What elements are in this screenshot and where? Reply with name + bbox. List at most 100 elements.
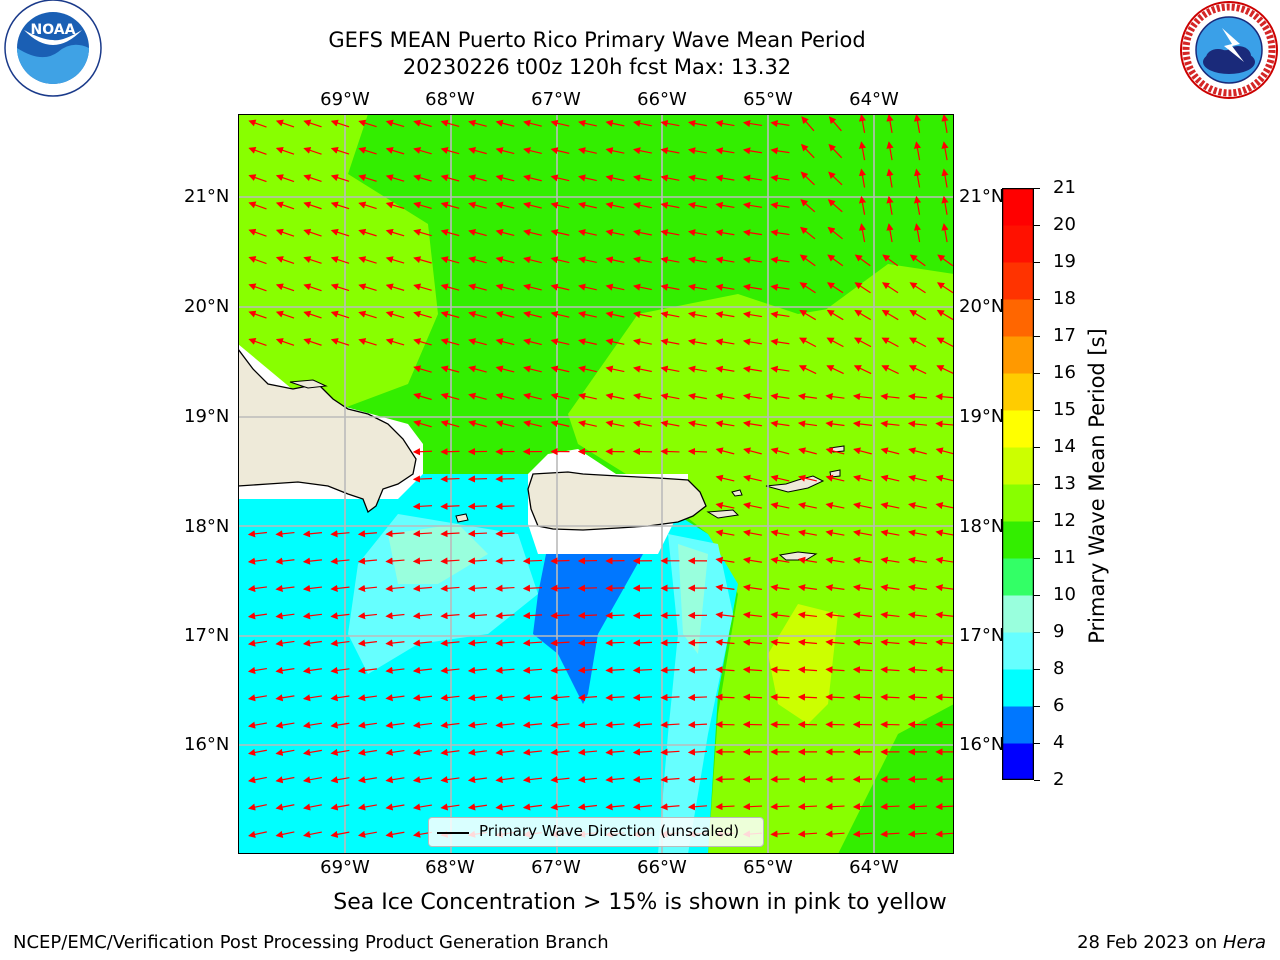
wave-direction-arrow	[687, 283, 707, 291]
wave-direction-arrow	[330, 201, 350, 210]
wave-direction-arrow	[941, 141, 949, 161]
wave-direction-arrow	[852, 420, 873, 428]
wave-direction-arrow	[941, 223, 949, 243]
wave-direction-arrow	[605, 119, 625, 127]
wave-direction-arrow	[495, 748, 515, 756]
wave-direction-arrow	[578, 338, 597, 346]
wave-direction-arrow	[357, 666, 378, 674]
wave-direction-arrow	[800, 199, 816, 213]
wave-direction-arrow	[633, 174, 652, 182]
map-legend: Primary Wave Direction (unscaled)	[428, 817, 764, 847]
colorbar-band	[1002, 595, 1034, 633]
wave-direction-arrow	[495, 557, 515, 565]
colorbar-band	[1002, 188, 1034, 226]
wave-direction-arrow	[935, 474, 954, 482]
wave-direction-arrow	[660, 392, 680, 400]
wave-direction-arrow	[605, 748, 625, 756]
wave-direction-arrow	[247, 530, 268, 538]
wave-direction-arrow	[825, 666, 845, 674]
colorbar-tick-mark	[1034, 595, 1040, 596]
wave-direction-arrow	[660, 174, 680, 182]
lon-label-top: 65°W	[743, 89, 793, 110]
wave-direction-arrow	[935, 584, 954, 592]
wave-direction-arrow	[687, 256, 707, 264]
wave-direction-arrow	[523, 201, 542, 209]
wave-direction-arrow	[858, 114, 867, 133]
period-band-13-14	[768, 604, 838, 724]
wave-direction-arrow	[605, 721, 625, 729]
wave-direction-arrow	[467, 530, 488, 538]
wave-direction-arrow	[858, 168, 867, 188]
wave-direction-arrow	[907, 393, 928, 401]
wave-direction-arrow	[523, 256, 542, 264]
wave-direction-arrow	[440, 694, 460, 702]
wave-direction-arrow	[275, 557, 295, 565]
wave-direction-arrow	[385, 310, 405, 319]
footer-date: 28 Feb 2023 on Hera	[1077, 932, 1266, 953]
wave-direction-arrow	[523, 420, 542, 428]
wave-direction-arrow	[858, 223, 867, 243]
wave-direction-arrow	[852, 638, 873, 647]
wave-direction-arrow	[522, 775, 543, 784]
wave-direction-arrow	[852, 529, 872, 537]
wave-direction-arrow	[550, 611, 570, 620]
wave-direction-arrow	[248, 174, 267, 183]
wave-direction-arrow	[770, 283, 790, 291]
wave-direction-arrow	[605, 229, 625, 237]
wave-direction-arrow	[468, 174, 487, 182]
wave-direction-arrow	[632, 666, 653, 674]
wave-direction-arrow	[941, 195, 949, 215]
period-band-9-10	[388, 524, 488, 584]
wave-direction-arrow	[357, 830, 377, 838]
wave-direction-arrow	[523, 228, 542, 236]
caption: Sea Ice Concentration > 15% is shown in …	[333, 890, 947, 915]
wave-direction-arrow	[247, 748, 267, 756]
wave-direction-arrow	[302, 612, 323, 620]
wave-direction-arrow	[632, 775, 653, 784]
land-virgin-islands	[765, 475, 825, 493]
wave-direction-arrow	[633, 310, 652, 319]
wave-direction-arrow	[522, 611, 543, 620]
wave-direction-arrow	[275, 338, 295, 346]
graticule	[238, 114, 954, 854]
wave-direction-arrow	[770, 420, 790, 428]
wave-direction-arrow	[550, 392, 570, 400]
lat-label-right: 17°N	[959, 625, 1005, 646]
wave-direction-arrow	[882, 254, 899, 267]
colorbar-tick-label: 13	[1053, 473, 1076, 494]
wave-direction-arrow	[495, 584, 515, 592]
wave-direction-arrow	[632, 693, 653, 702]
land-tortuga	[289, 379, 328, 389]
wave-direction-arrow	[467, 557, 488, 565]
wave-direction-arrow	[797, 584, 817, 592]
colorbar-tick-mark	[1034, 299, 1040, 300]
wave-direction-arrow	[715, 693, 735, 701]
wave-direction-arrow	[798, 474, 817, 482]
wave-direction-arrow	[330, 830, 350, 838]
lon-label-bottom: 67°W	[531, 857, 581, 878]
wave-direction-arrow	[936, 282, 954, 294]
wave-direction-arrow	[577, 584, 598, 592]
wave-direction-arrow	[550, 365, 570, 373]
wave-direction-arrow	[909, 309, 927, 321]
wave-direction-arrow	[413, 119, 432, 128]
colorbar-label: Primary Wave Mean Period [s]	[1085, 328, 1109, 644]
wave-direction-vectors	[247, 114, 954, 838]
lon-label-bottom: 68°W	[425, 857, 475, 878]
wave-direction-arrow	[633, 338, 652, 346]
wave-direction-arrow	[468, 201, 487, 209]
colorbar-band	[1002, 447, 1034, 485]
wave-direction-arrow	[248, 283, 267, 292]
wave-direction-arrow	[578, 283, 597, 291]
wave-direction-arrow	[660, 447, 680, 456]
wave-period-map	[238, 114, 954, 854]
colorbar-tick-mark	[1034, 743, 1040, 744]
wave-direction-arrow	[248, 310, 267, 319]
wave-direction-arrow	[632, 721, 653, 729]
colorbar-tick-mark	[1034, 780, 1040, 781]
colorbar-band	[1002, 706, 1034, 744]
wave-direction-arrow	[440, 448, 460, 456]
wave-direction-arrow	[935, 693, 954, 701]
wave-direction-arrow	[852, 584, 872, 592]
wave-direction-arrow	[798, 447, 817, 455]
